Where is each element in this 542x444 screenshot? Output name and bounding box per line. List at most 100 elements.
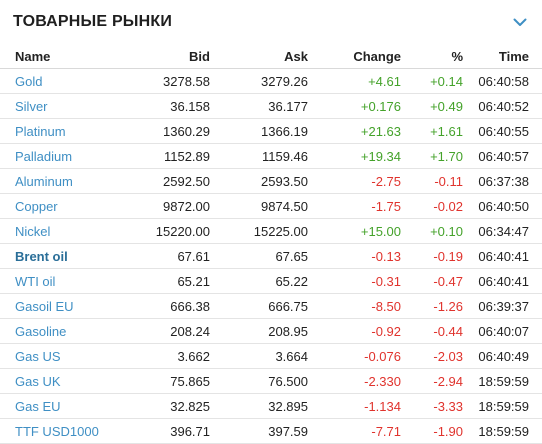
- commodity-name-link[interactable]: Brent oil: [15, 248, 68, 264]
- table-row: Copper 9872.00 9874.50 -1.75 -0.02 06:40:50: [0, 194, 542, 219]
- table-row: Gas US 3.662 3.664 -0.076 -2.03 06:40:49: [0, 344, 542, 369]
- percent-cell: -1.90: [433, 423, 463, 439]
- commodity-name-cell[interactable]: Aluminum: [0, 169, 130, 194]
- commodity-name-link[interactable]: Gold: [15, 73, 43, 89]
- commodity-name-cell[interactable]: Brent oil: [0, 244, 130, 269]
- commodity-name-link[interactable]: Nickel: [15, 223, 51, 239]
- table-row: TTF USD1000 396.71 397.59 -7.71 -1.90 18:59:5…: [0, 419, 542, 444]
- column-header-ask: Ask: [284, 48, 308, 64]
- column-header-change: Change: [353, 48, 401, 64]
- bid-cell: 9872.00: [163, 198, 210, 214]
- chevron-down-icon[interactable]: [511, 13, 529, 31]
- commodity-name-link[interactable]: Platinum: [15, 123, 66, 139]
- change-cell: -2.330: [364, 373, 401, 389]
- bid-cell: 208.24: [170, 323, 210, 339]
- commodity-name-cell[interactable]: Palladium: [0, 144, 130, 169]
- commodity-name-cell[interactable]: Gasoil EU: [0, 294, 130, 319]
- percent-cell: -1.26: [433, 298, 463, 314]
- time-cell: 06:40:52: [478, 98, 529, 114]
- commodity-name-cell[interactable]: Copper: [0, 194, 130, 219]
- commodity-name-link[interactable]: Palladium: [15, 148, 73, 164]
- commodity-name-cell[interactable]: Gasoline: [0, 319, 130, 344]
- change-cell: +4.61: [368, 73, 401, 89]
- time-cell: 06:34:47: [478, 223, 529, 239]
- change-cell: -2.75: [371, 173, 401, 189]
- change-cell: -0.92: [371, 323, 401, 339]
- percent-cell: +0.49: [430, 98, 463, 114]
- percent-cell: -0.44: [433, 323, 463, 339]
- bid-cell: 3.662: [177, 348, 210, 364]
- percent-cell: -0.11: [434, 173, 463, 189]
- commodity-name-link[interactable]: WTI oil: [15, 273, 56, 289]
- bid-cell: 65.21: [177, 273, 210, 289]
- ask-cell: 76.500: [268, 373, 308, 389]
- table-row: Aluminum 2592.50 2593.50 -2.75 -0.11 06:37:38: [0, 169, 542, 194]
- commodity-name-link[interactable]: TTF USD1000: [15, 423, 99, 439]
- time-cell: 06:40:41: [478, 248, 529, 264]
- ask-cell: 36.177: [268, 98, 308, 114]
- ask-cell: 15225.00: [253, 223, 308, 239]
- table-row: Gas UK 75.865 76.500 -2.330 -2.94 18:59:59: [0, 369, 542, 394]
- table-row: Gold 3278.58 3279.26 +4.61 +0.14 06:40:58: [0, 69, 542, 94]
- chevron-down-icon-graphic: [513, 18, 527, 26]
- time-cell: 06:40:41: [478, 273, 529, 289]
- commodity-name-link[interactable]: Gas US: [15, 348, 61, 364]
- commodity-name-link[interactable]: Gasoline: [15, 323, 67, 339]
- change-cell: +21.63: [360, 123, 401, 139]
- commodity-name-cell[interactable]: Platinum: [0, 119, 130, 144]
- table-row: Gas EU 32.825 32.895 -1.134 -3.33 18:59:59: [0, 394, 542, 419]
- column-header-name: Name: [15, 48, 51, 64]
- commodity-name-cell[interactable]: Gold: [0, 69, 130, 94]
- commodity-name-link[interactable]: Gas UK: [15, 373, 61, 389]
- bid-cell: 1360.29: [163, 123, 210, 139]
- bid-cell: 3278.58: [163, 73, 210, 89]
- percent-cell: -2.03: [433, 348, 463, 364]
- commodity-name-cell[interactable]: WTI oil: [0, 269, 130, 294]
- commodity-name-link[interactable]: Gasoil EU: [15, 298, 74, 314]
- table-row: Nickel 15220.00 15225.00 +15.00 +0.10 06:34:4…: [0, 219, 542, 244]
- change-cell: -0.13: [371, 248, 401, 264]
- percent-cell: -2.94: [433, 373, 463, 389]
- commodity-name-link[interactable]: Gas EU: [15, 398, 61, 414]
- commodity-name-cell[interactable]: TTF USD1000: [0, 419, 130, 444]
- ask-cell: 9874.50: [261, 198, 308, 214]
- bid-cell: 2592.50: [163, 173, 210, 189]
- table-row: Gasoline 208.24 208.95 -0.92 -0.44 06:40:07: [0, 319, 542, 344]
- time-cell: 06:40:55: [478, 123, 529, 139]
- commodity-name-cell[interactable]: Gas EU: [0, 394, 130, 419]
- change-cell: -1.75: [371, 198, 401, 214]
- commodity-name-cell[interactable]: Silver: [0, 94, 130, 119]
- table-row: Palladium 1152.89 1159.46 +19.34 +1.70 06:40:…: [0, 144, 542, 169]
- time-cell: 06:40:58: [478, 73, 529, 89]
- change-cell: +15.00: [360, 223, 401, 239]
- commodity-name-cell[interactable]: Gas US: [0, 344, 130, 369]
- ask-cell: 666.75: [268, 298, 308, 314]
- column-header-bid: Bid: [189, 48, 210, 64]
- bid-cell: 396.71: [170, 423, 210, 439]
- commodity-name-link[interactable]: Aluminum: [15, 173, 73, 189]
- table-header-row: Name Bid Ask Change % Time: [0, 44, 542, 69]
- ask-cell: 1366.19: [261, 123, 308, 139]
- commodity-name-link[interactable]: Copper: [15, 198, 58, 214]
- widget-title: ТОВАРНЫЕ РЫНКИ: [13, 13, 173, 30]
- ask-cell: 208.95: [268, 323, 308, 339]
- time-cell: 18:59:59: [478, 373, 529, 389]
- commodity-name-link[interactable]: Silver: [15, 98, 48, 114]
- bid-cell: 67.61: [177, 248, 210, 264]
- commodity-name-cell[interactable]: Gas UK: [0, 369, 130, 394]
- time-cell: 06:39:37: [478, 298, 529, 314]
- change-cell: -1.134: [364, 398, 401, 414]
- percent-cell: +0.10: [430, 223, 463, 239]
- change-cell: -7.71: [371, 423, 401, 439]
- commodity-name-cell[interactable]: Nickel: [0, 219, 130, 244]
- ask-cell: 3.664: [275, 348, 308, 364]
- ask-cell: 397.59: [268, 423, 308, 439]
- change-cell: -0.076: [364, 348, 401, 364]
- commodities-table: Name Bid Ask Change % Time Gold 3278.58 32…: [0, 44, 542, 444]
- column-header-time: Time: [498, 48, 529, 64]
- bid-cell: 32.825: [170, 398, 210, 414]
- ask-cell: 65.22: [275, 273, 308, 289]
- ask-cell: 1159.46: [261, 148, 308, 164]
- change-cell: +19.34: [360, 148, 401, 164]
